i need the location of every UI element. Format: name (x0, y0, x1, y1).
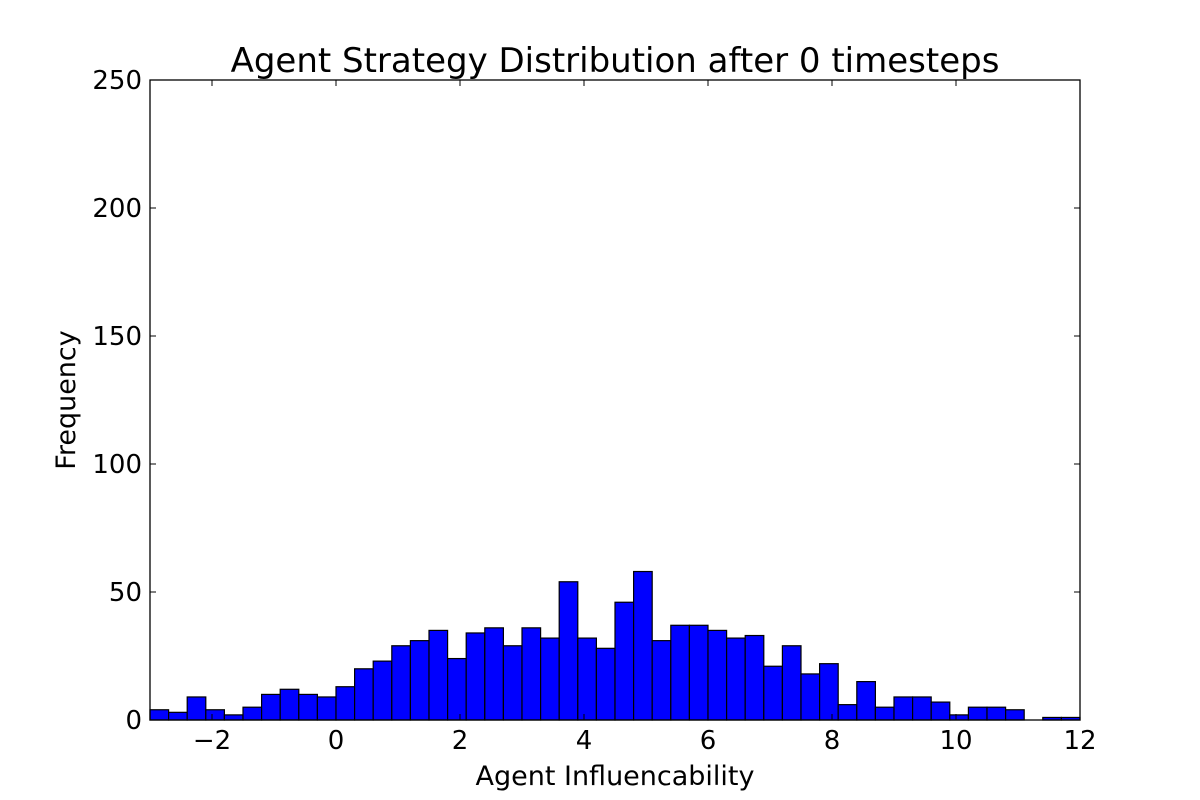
histogram-bar (409, 640, 430, 721)
histogram-bar (781, 645, 802, 721)
histogram-bar (911, 696, 932, 721)
histogram-bar (539, 637, 560, 721)
histogram-bar (558, 581, 579, 721)
histogram-bar (893, 696, 914, 721)
x-tick-label: 2 (452, 726, 469, 756)
histogram-bar (149, 709, 170, 721)
histogram-bar (670, 624, 690, 721)
histogram-bar (688, 624, 709, 721)
histogram-bar (372, 660, 393, 721)
y-tick-label: 50 (109, 578, 142, 608)
histogram-bar (632, 570, 653, 721)
histogram-bar (484, 627, 504, 721)
histogram-bar (930, 701, 951, 721)
histogram-bar (316, 696, 337, 721)
histogram-bar (521, 627, 542, 721)
histogram-bar (949, 714, 969, 721)
histogram-bar (818, 663, 839, 721)
y-tick-label: 100 (92, 450, 142, 480)
histogram-bar (242, 706, 263, 721)
y-tick-label: 250 (92, 66, 142, 96)
histogram-bar (223, 714, 244, 721)
histogram-bar (856, 680, 876, 721)
histogram-bar (800, 673, 821, 721)
histogram-bar (279, 688, 300, 721)
bars-group (149, 570, 1081, 721)
histogram-bar (707, 629, 728, 721)
x-tick-label: −2 (193, 726, 231, 756)
histogram-bar (1004, 709, 1025, 721)
y-tick-label: 0 (125, 706, 142, 736)
histogram-bar (205, 709, 226, 721)
histogram-bar (595, 647, 616, 721)
histogram-bar (391, 645, 411, 721)
histogram-bar (502, 645, 523, 721)
histogram-bar (837, 704, 858, 721)
chart-title: Agent Strategy Distribution after 0 time… (231, 41, 1000, 81)
histogram-bar (967, 706, 988, 721)
histogram-bar (186, 696, 207, 721)
histogram-bar (744, 634, 765, 721)
y-tick-label: 200 (92, 194, 142, 224)
x-axis-label: Agent Influencability (475, 761, 754, 792)
histogram-bar (447, 657, 467, 721)
x-tick-label: 0 (328, 726, 345, 756)
histogram-bar (874, 706, 895, 721)
y-tick-label: 150 (92, 322, 142, 352)
tick-labels-group: −2 0 2 4 6 8 10 12 0 50 100 150 200 250 (92, 66, 1096, 756)
histogram-bar (763, 665, 783, 721)
y-axis-label: Frequency (51, 330, 82, 470)
histogram-bar (725, 637, 746, 721)
x-tick-label: 12 (1063, 726, 1096, 756)
histogram-bar (614, 601, 635, 721)
histogram-bar (298, 693, 318, 721)
histogram-bar (168, 711, 188, 721)
ticks-group (150, 79, 1081, 721)
histogram-bar (261, 693, 281, 721)
histogram-bar (335, 686, 356, 721)
histogram-bar (651, 640, 672, 721)
histogram-bar (986, 706, 1007, 721)
plot-frame (149, 79, 1081, 721)
x-tick-label: 10 (939, 726, 972, 756)
histogram-bar (465, 632, 486, 721)
x-tick-label: 8 (824, 726, 841, 756)
histogram-bar (577, 637, 597, 721)
histogram-bar (354, 668, 374, 721)
x-tick-label: 6 (700, 726, 717, 756)
histogram-bar (428, 629, 449, 721)
x-tick-label: 4 (576, 726, 593, 756)
